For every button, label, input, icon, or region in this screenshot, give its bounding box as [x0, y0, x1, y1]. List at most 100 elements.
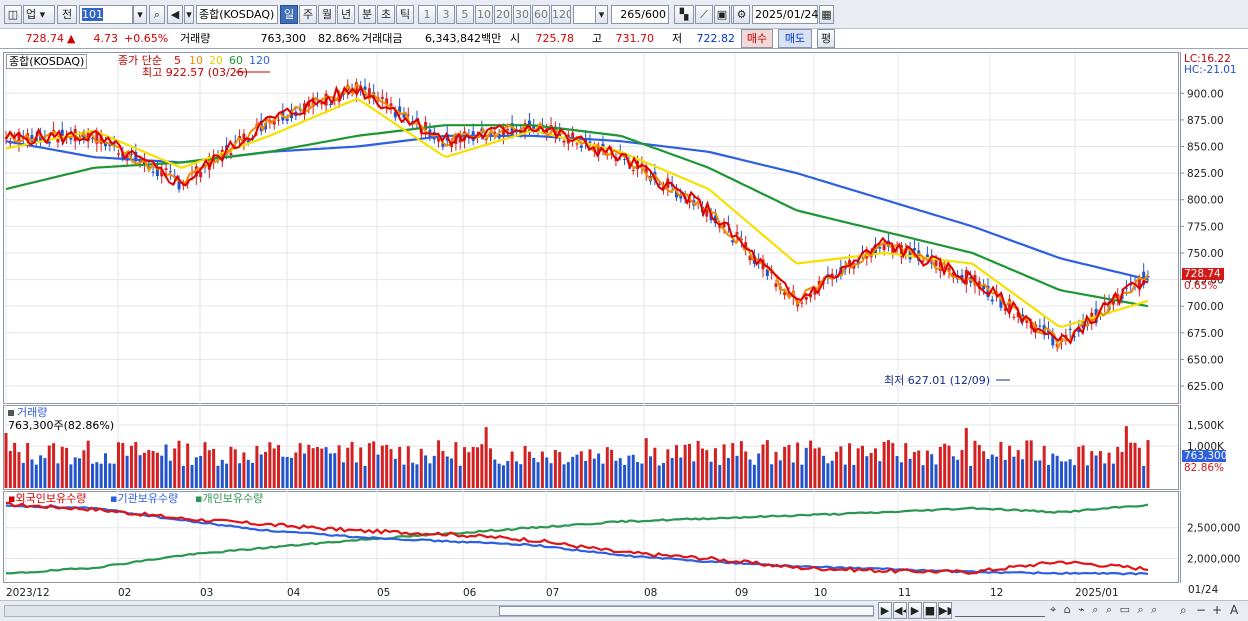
candle-body — [1124, 287, 1128, 289]
plus-icon[interactable]: + — [1212, 603, 1223, 617]
volume-bar — [731, 443, 735, 488]
eval-button[interactable]: 평 — [817, 29, 835, 48]
period-second[interactable]: 초 — [377, 5, 395, 24]
period-minute[interactable]: 분 — [358, 5, 376, 24]
zoom-slider[interactable] — [955, 604, 1045, 617]
scroll-thumb[interactable] — [499, 606, 874, 616]
volume-bar — [52, 443, 56, 488]
volume-bar — [359, 447, 363, 488]
minus-icon[interactable]: − — [1196, 603, 1207, 617]
interval-1[interactable]: 1 — [418, 5, 436, 24]
interval-20[interactable]: 20 — [494, 5, 512, 24]
search-icon[interactable]: ⌕ — [149, 5, 165, 24]
volume-bar — [687, 443, 691, 488]
candle-body — [129, 153, 133, 155]
period-week[interactable]: 주 — [299, 5, 317, 24]
price-legend-name[interactable]: 종합(KOSDAQ) — [6, 54, 88, 69]
volume-bar — [138, 455, 142, 488]
volume-bar — [839, 446, 843, 488]
volume-bar — [809, 440, 813, 488]
price-panel[interactable] — [3, 52, 1179, 404]
candle-body — [549, 125, 553, 127]
period-month[interactable]: 월 — [318, 5, 336, 24]
volume-bar — [735, 455, 739, 488]
volume-bar — [463, 447, 467, 488]
interval-60[interactable]: 60 — [532, 5, 550, 24]
candle-body — [39, 134, 43, 143]
volume-bar — [787, 444, 791, 488]
scroll-track[interactable] — [4, 605, 874, 617]
code-dropdown-icon[interactable]: ▾ — [133, 5, 147, 24]
window-icon[interactable]: ◫ — [4, 5, 22, 24]
volume-bar — [726, 458, 730, 488]
price-tick-label: 775.00 — [1187, 221, 1224, 233]
volume-bar — [1051, 453, 1055, 488]
volume-bar — [545, 457, 549, 488]
interval-10[interactable]: 10 — [475, 5, 493, 24]
period-year[interactable]: 년 — [337, 5, 355, 24]
volume-bar — [683, 444, 687, 488]
interval-5[interactable]: 5 — [456, 5, 474, 24]
trendline-icon[interactable]: ⟋ — [695, 5, 713, 24]
holdings-panel[interactable] — [3, 491, 1179, 583]
volume-bar — [640, 463, 644, 488]
custom-interval-dropdown-icon[interactable]: ▾ — [595, 5, 608, 24]
prev-button[interactable]: 전 — [57, 5, 77, 24]
buy-button[interactable]: 매수 — [741, 29, 773, 48]
volume-bar — [341, 462, 345, 488]
volume-bar — [1055, 455, 1059, 488]
save-icon[interactable]: ▣ — [714, 5, 730, 24]
code-input[interactable]: 101 — [79, 5, 133, 24]
interval-30[interactable]: 30 — [513, 5, 531, 24]
sound-dropdown-icon[interactable]: ▾ — [184, 5, 194, 24]
candle-body — [103, 142, 107, 147]
volume-bar — [921, 465, 925, 488]
volume-bar — [666, 449, 670, 488]
interval-3[interactable]: 3 — [437, 5, 455, 24]
candle-body — [986, 285, 990, 297]
market-type-select[interactable]: 업 ▾ — [23, 5, 55, 24]
x-tick-label: 11 — [898, 587, 911, 599]
volume-bar — [627, 455, 631, 488]
candle-body — [882, 243, 886, 250]
candle-body — [285, 118, 289, 121]
volume-bar — [1034, 460, 1038, 488]
interval-120[interactable]: 120 — [551, 5, 571, 24]
volume-bar — [155, 452, 159, 488]
volume-bar — [977, 444, 981, 488]
gear-icon[interactable]: ⚙ — [733, 5, 750, 24]
candle-body — [393, 111, 397, 118]
hc-label: HC:-21.01 — [1184, 64, 1237, 76]
zoom-out-icon[interactable]: ⌕ — [1180, 603, 1187, 617]
period-day[interactable]: 일 — [280, 5, 298, 24]
scroll-right-icon[interactable]: ▶ — [878, 602, 892, 619]
volume-bar — [103, 453, 107, 488]
volume-bar — [441, 450, 445, 488]
text-size-icon[interactable]: A — [1230, 603, 1239, 617]
volume-bar — [670, 457, 674, 488]
volume-bar — [986, 458, 990, 488]
volume-bar — [134, 442, 138, 488]
stop-icon[interactable]: ■ — [923, 602, 937, 619]
volume-bar — [125, 455, 129, 488]
volume-bar — [692, 461, 696, 488]
fast-forward-icon[interactable]: ▶▶ — [938, 602, 952, 619]
data-count-field[interactable]: 265/600 — [611, 5, 669, 24]
candle-body — [320, 102, 324, 105]
date-input[interactable]: 2025/01/24 — [752, 5, 818, 24]
sound-icon[interactable]: ◀ — [167, 5, 183, 24]
toolbar: ◫ 업 ▾ 전 101 ▾ ⌕ ◀ ▾ 종합(KOSDAQ) 일 주 월 년 분… — [0, 0, 1248, 29]
volume-bar — [225, 463, 229, 488]
price-tick-label: 700.00 — [1187, 301, 1224, 313]
tool-icons[interactable]: ⌖ ⌂ ⌁ ⌕ ⌕ ▭ ⌕ ⌕ — [1050, 603, 1160, 616]
volume-bar — [285, 456, 289, 488]
candle-body — [168, 171, 172, 173]
calendar-icon[interactable]: ▦ — [819, 5, 834, 24]
rewind-icon[interactable]: ◀◀ — [893, 602, 907, 619]
period-tick[interactable]: 틱 — [396, 5, 414, 24]
volume-bar — [246, 459, 250, 488]
sell-button[interactable]: 매도 — [778, 29, 812, 48]
candle-body — [501, 126, 505, 138]
play-icon[interactable]: ▶ — [908, 602, 922, 619]
indicator-icon[interactable]: ▚ — [674, 5, 694, 24]
